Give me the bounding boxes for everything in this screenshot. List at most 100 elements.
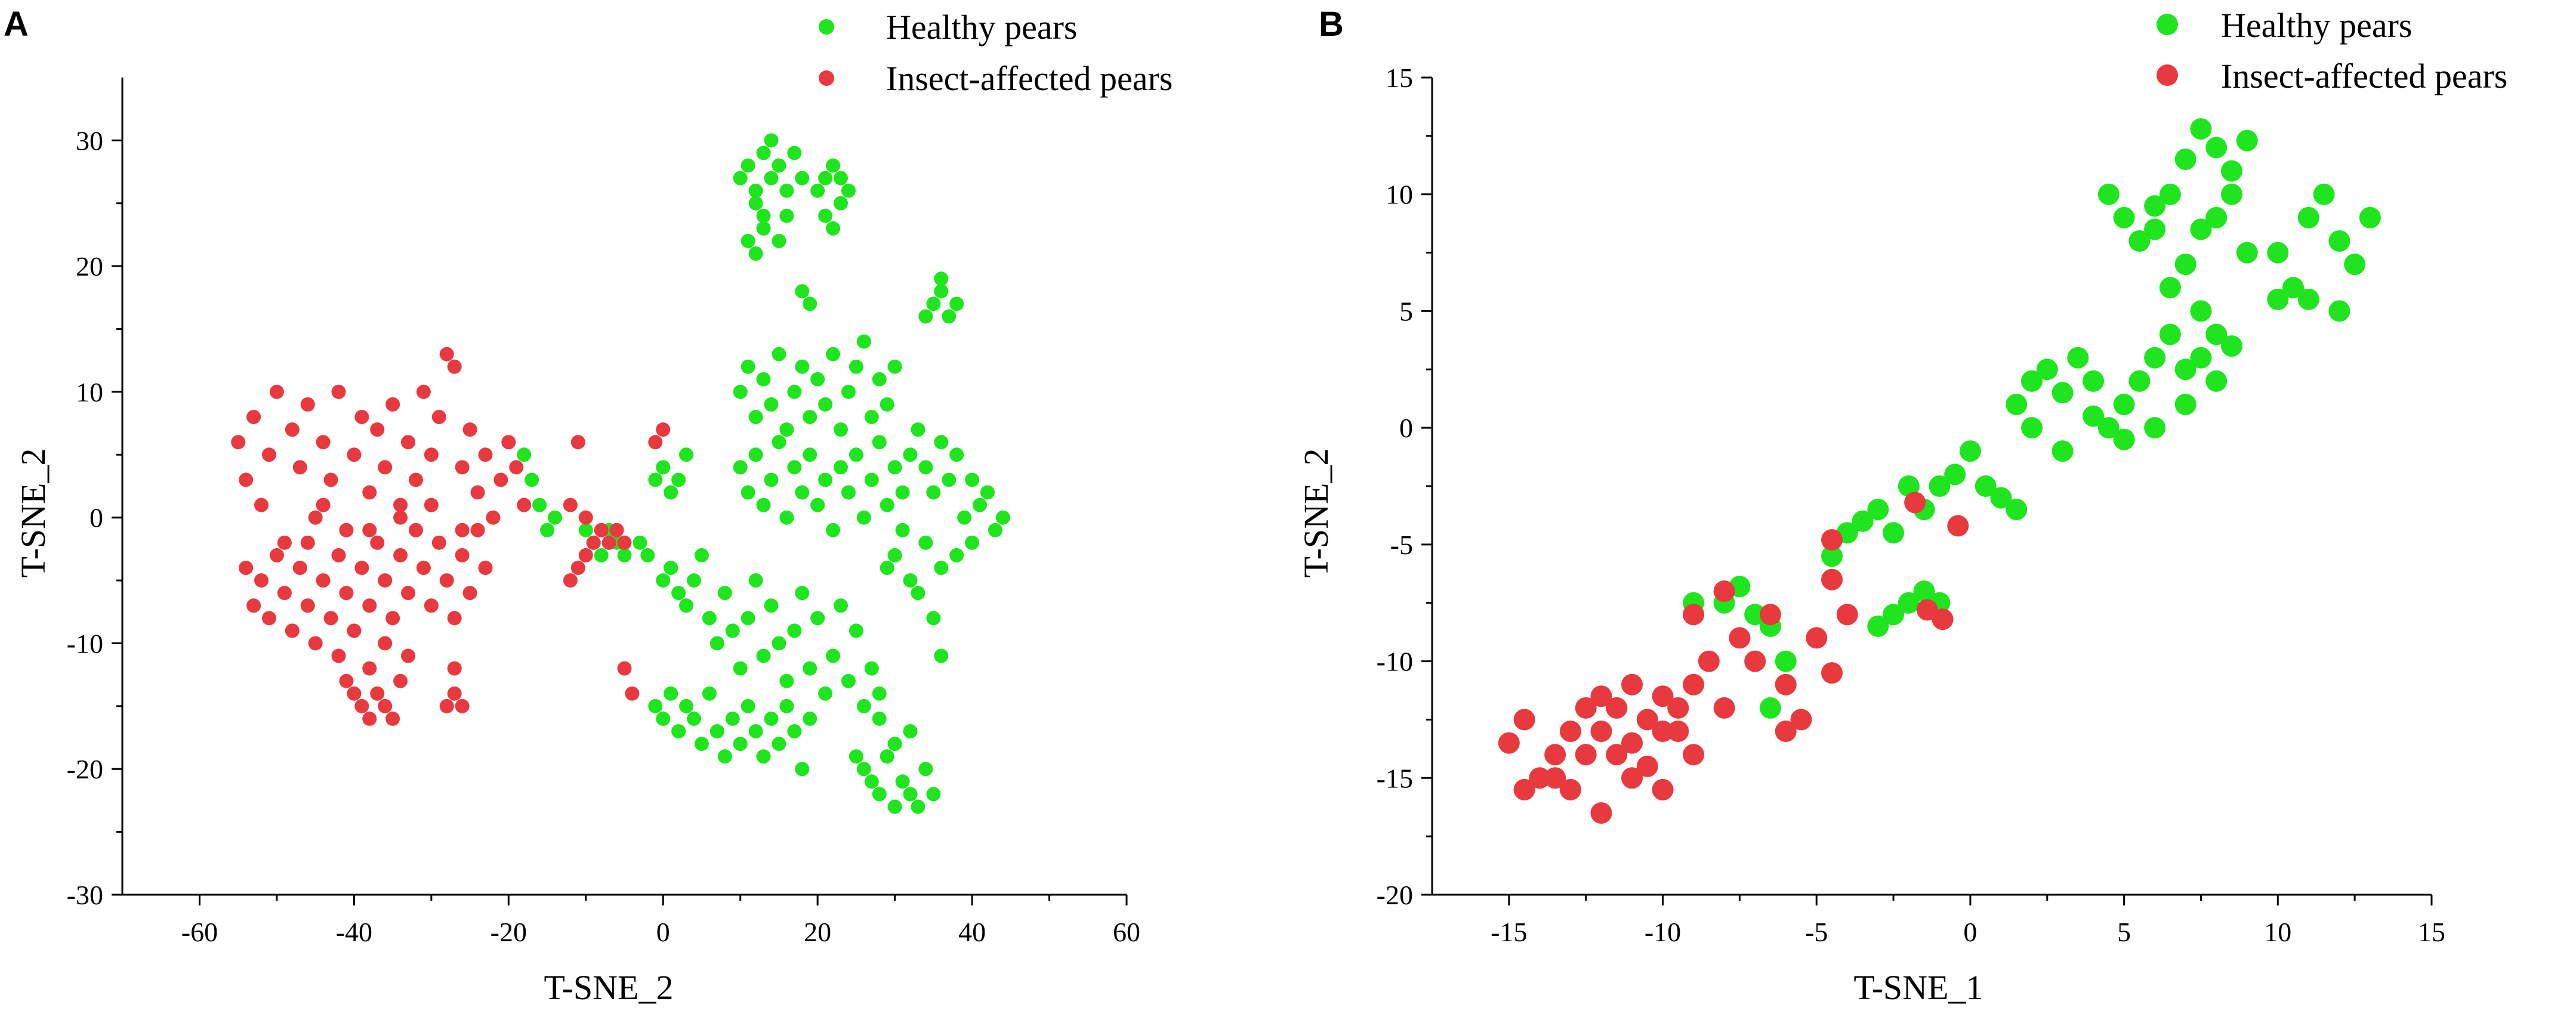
- data-point: [331, 648, 346, 663]
- data-point: [748, 573, 763, 588]
- x-axis-title-b: T-SNE_1: [1854, 968, 1983, 1007]
- data-point: [1621, 673, 1643, 695]
- data-point: [617, 548, 632, 562]
- data-point: [439, 347, 454, 361]
- data-point: [517, 447, 532, 462]
- data-point: [671, 472, 686, 487]
- data-point: [1729, 627, 1751, 649]
- data-point: [934, 435, 949, 450]
- data-point: [1867, 615, 1889, 637]
- data-point: [2083, 370, 2105, 392]
- data-point: [393, 548, 408, 562]
- data-point: [2128, 370, 2151, 392]
- data-point: [864, 661, 879, 676]
- data-point: [2344, 254, 2366, 276]
- data-point: [246, 598, 261, 613]
- data-point: [934, 284, 949, 299]
- data-point: [2190, 218, 2212, 240]
- data-point: [1821, 545, 1843, 567]
- data-point: [416, 561, 431, 575]
- data-point: [1821, 568, 1843, 591]
- data-point: [1916, 599, 1938, 621]
- data-point: [609, 523, 624, 537]
- data-point: [965, 472, 980, 487]
- data-point: [949, 548, 964, 562]
- data-point: [431, 535, 446, 550]
- data-point: [756, 372, 771, 387]
- data-point: [2051, 440, 2074, 462]
- data-point: [1590, 721, 1612, 742]
- data-point: [261, 447, 276, 462]
- data-point: [926, 485, 941, 500]
- data-point: [725, 623, 740, 638]
- data-point: [872, 372, 887, 387]
- data-point: [2159, 183, 2181, 205]
- data-point: [864, 774, 879, 789]
- data-point: [656, 573, 671, 588]
- legend-marker-insect: [2157, 64, 2178, 86]
- y-tick-label: -30: [67, 880, 103, 910]
- data-point: [2097, 183, 2120, 205]
- data-point: [323, 611, 338, 626]
- data-point: [2282, 277, 2304, 299]
- data-point: [617, 535, 632, 550]
- data-point: [856, 334, 871, 349]
- data-point: [601, 535, 616, 550]
- data-point: [756, 208, 771, 223]
- data-point: [1744, 604, 1766, 626]
- data-point: [331, 384, 346, 399]
- data-point: [973, 497, 988, 512]
- x-tick-label: 0: [1963, 917, 1977, 947]
- data-point: [2221, 183, 2242, 205]
- data-point: [2113, 428, 2135, 450]
- data-point: [880, 497, 894, 512]
- data-point: [1836, 604, 1858, 626]
- data-point: [2205, 206, 2228, 228]
- data-point: [347, 623, 362, 638]
- data-point: [733, 384, 748, 399]
- data-point: [1904, 492, 1926, 514]
- data-point: [416, 384, 431, 399]
- data-point: [1775, 721, 1797, 742]
- data-point: [478, 447, 493, 462]
- data-point: [803, 410, 817, 425]
- data-point: [957, 510, 972, 525]
- data-point: [563, 573, 578, 588]
- data-point: [462, 586, 477, 601]
- data-point: [362, 485, 377, 500]
- data-point: [532, 497, 547, 512]
- data-point: [2174, 394, 2196, 415]
- data-point: [779, 422, 794, 437]
- x-axis-title-a: T-SNE_2: [544, 968, 674, 1007]
- data-point: [926, 787, 941, 802]
- data-point: [1544, 744, 1566, 766]
- data-point: [2067, 347, 2089, 369]
- data-point: [2021, 370, 2043, 392]
- data-point: [733, 661, 748, 676]
- data-point: [424, 447, 439, 462]
- data-point: [864, 410, 879, 425]
- data-point: [918, 535, 933, 550]
- data-point: [354, 698, 369, 713]
- data-point: [787, 724, 802, 738]
- data-point: [261, 611, 276, 626]
- data-point: [447, 611, 462, 626]
- data-point: [2113, 206, 2135, 228]
- data-point: [818, 472, 833, 487]
- data-point: [2144, 417, 2166, 439]
- legend-marker-healthy: [819, 19, 834, 35]
- data-point: [903, 447, 918, 462]
- data-point: [2205, 323, 2228, 345]
- data-point: [911, 799, 925, 814]
- data-point: [849, 749, 863, 764]
- data-point: [826, 523, 841, 537]
- data-point: [648, 698, 663, 713]
- data-point: [2267, 288, 2289, 310]
- data-point: [826, 648, 841, 663]
- x-tick-label: 60: [1113, 917, 1140, 947]
- data-point: [1559, 721, 1581, 742]
- data-point: [779, 183, 794, 198]
- data-point: [254, 497, 269, 512]
- data-point: [2174, 358, 2196, 381]
- data-point: [462, 422, 477, 437]
